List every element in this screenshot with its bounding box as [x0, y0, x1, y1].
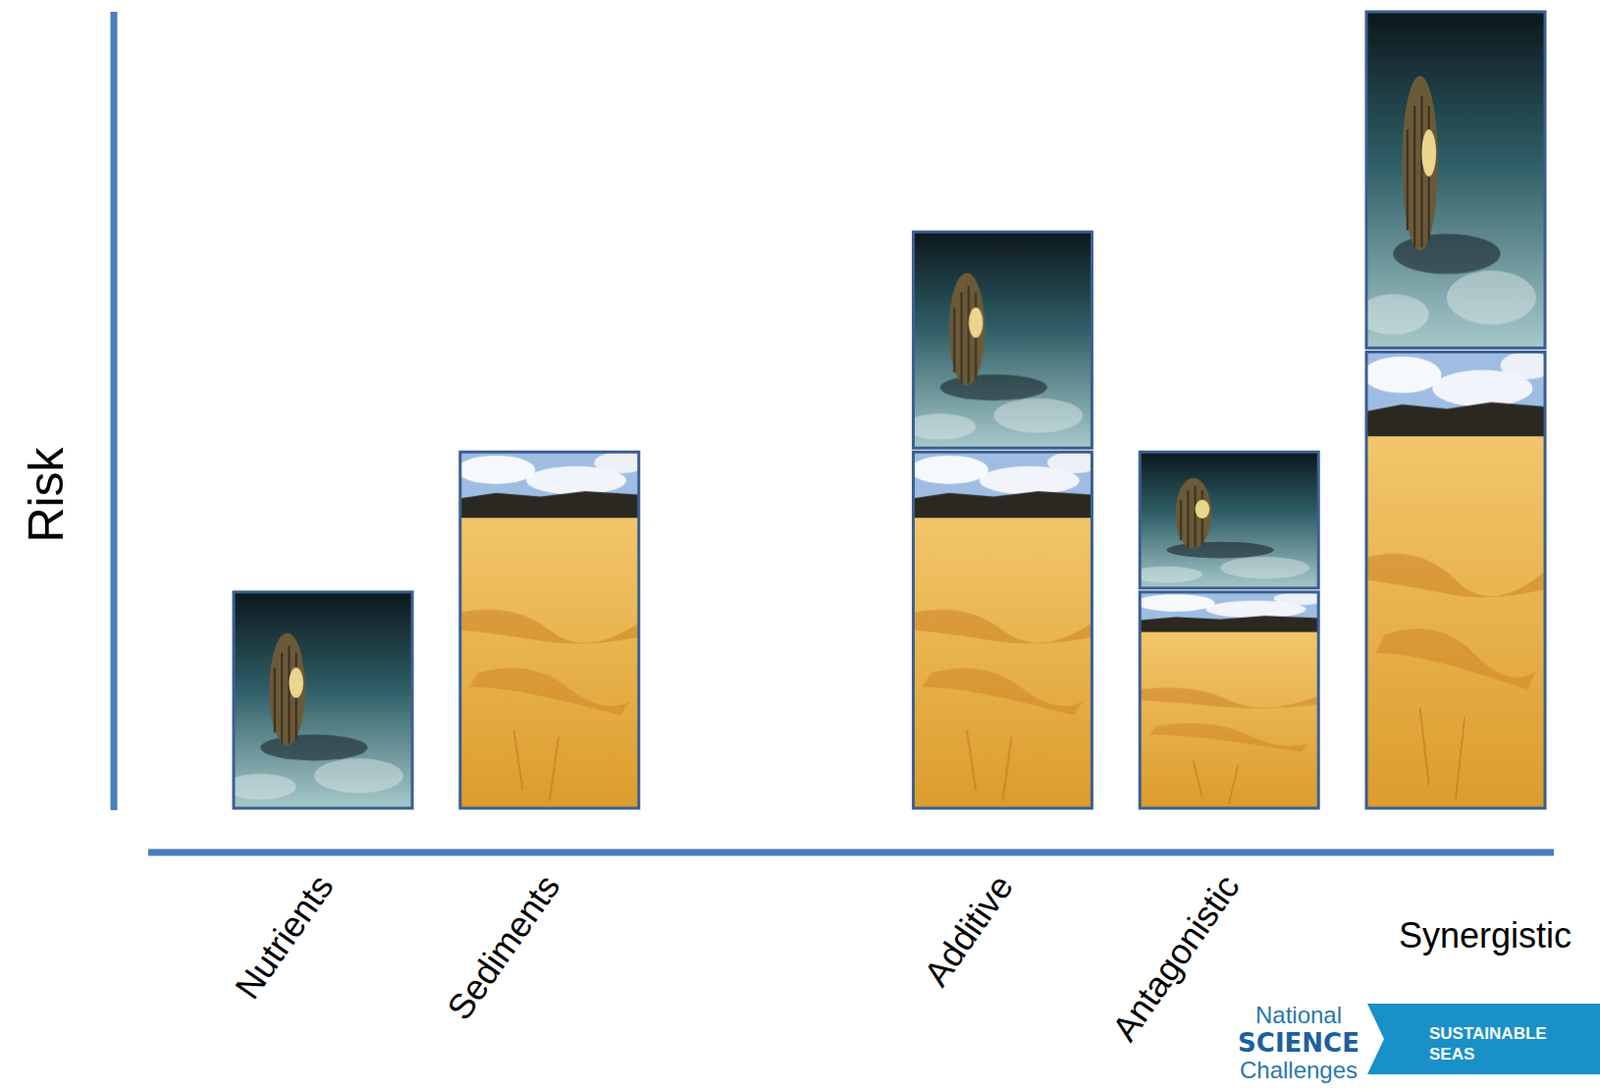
bar-segment: [912, 451, 1092, 808]
bar-segment: [460, 451, 640, 808]
y-axis-title: Risk: [18, 445, 74, 542]
bar-segment: [1139, 451, 1319, 588]
category-label: Additive: [915, 866, 1021, 993]
bar-segment: [1366, 351, 1546, 808]
category-label: Sediments: [438, 866, 568, 1027]
category-label: Synergistic: [1398, 914, 1572, 956]
bar-segment: [1139, 591, 1319, 808]
y-axis: [110, 11, 118, 810]
bar-segment: [1366, 11, 1546, 348]
logo: NationalSCIENCEChallenges SUSTAINABLESEAS: [1237, 1001, 1600, 1083]
logo-badge: [1367, 1003, 1600, 1074]
chart: Risk Nutrients Sediments Additive Antagonist…: [0, 0, 1600, 1092]
logo-badge-text: SUSTAINABLE: [1429, 1023, 1547, 1043]
category-label: Antagonistic: [1104, 866, 1248, 1048]
logo-text: National: [1255, 1001, 1342, 1028]
bar-segment: [233, 591, 413, 808]
logo-badge-text: SEAS: [1429, 1044, 1475, 1064]
logo-text: SCIENCE: [1237, 1027, 1360, 1058]
x-axis: [148, 849, 1554, 856]
bar-segment: [912, 231, 1092, 448]
category-label: Nutrients: [226, 866, 341, 1007]
bars: [233, 11, 1546, 808]
logo-text: Challenges: [1239, 1056, 1358, 1083]
